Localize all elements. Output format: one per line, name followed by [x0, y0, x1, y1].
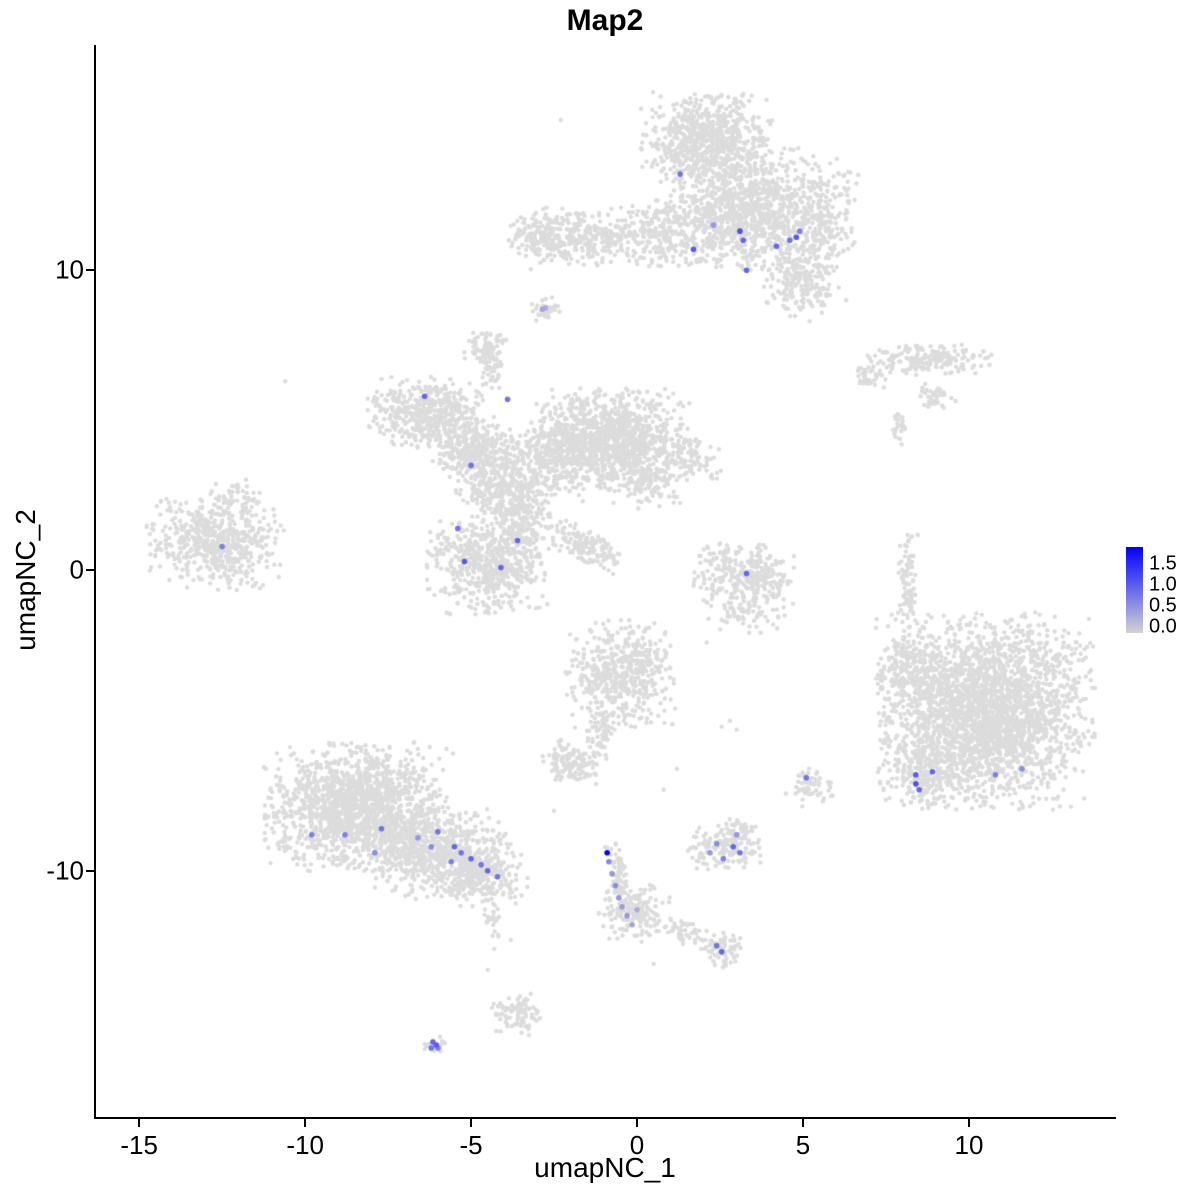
x-tick-mark — [967, 1119, 970, 1127]
y-axis-line — [94, 45, 96, 1119]
x-tick-mark — [801, 1119, 804, 1127]
x-tick-mark — [636, 1119, 639, 1127]
x-tick-label: 5 — [795, 1130, 811, 1160]
x-tick-label: 0 — [629, 1130, 645, 1160]
colorbar-tick-label: 1.5 — [1149, 552, 1177, 575]
x-tick-mark — [304, 1119, 307, 1127]
x-tick-label: -15 — [120, 1130, 158, 1160]
y-tick-label: 10 — [55, 254, 84, 285]
colorbar-tick-label: 0.0 — [1149, 615, 1177, 638]
x-tick-label: -10 — [286, 1130, 324, 1160]
y-tick-label: -10 — [46, 855, 84, 886]
colorbar-legend: 1.5 1.0 0.5 0.0 — [1126, 545, 1200, 645]
y-axis-title: umapNC_2 — [10, 509, 41, 651]
colorbar-tick-label: 0.5 — [1149, 594, 1177, 617]
x-tick-mark — [138, 1119, 141, 1127]
x-tick-label: 10 — [954, 1130, 984, 1160]
x-axis-title: umapNC_1 — [534, 1152, 676, 1183]
y-tick-mark — [86, 869, 94, 872]
y-tick-mark — [86, 269, 94, 272]
y-tick-mark — [86, 569, 94, 572]
y-tick-label: 0 — [69, 554, 84, 585]
x-tick-label: -5 — [459, 1130, 483, 1160]
colorbar-gradient — [1126, 547, 1143, 633]
x-axis-line — [94, 1117, 1116, 1119]
x-tick-mark — [470, 1119, 473, 1127]
colorbar-tick-label: 1.0 — [1149, 573, 1177, 596]
